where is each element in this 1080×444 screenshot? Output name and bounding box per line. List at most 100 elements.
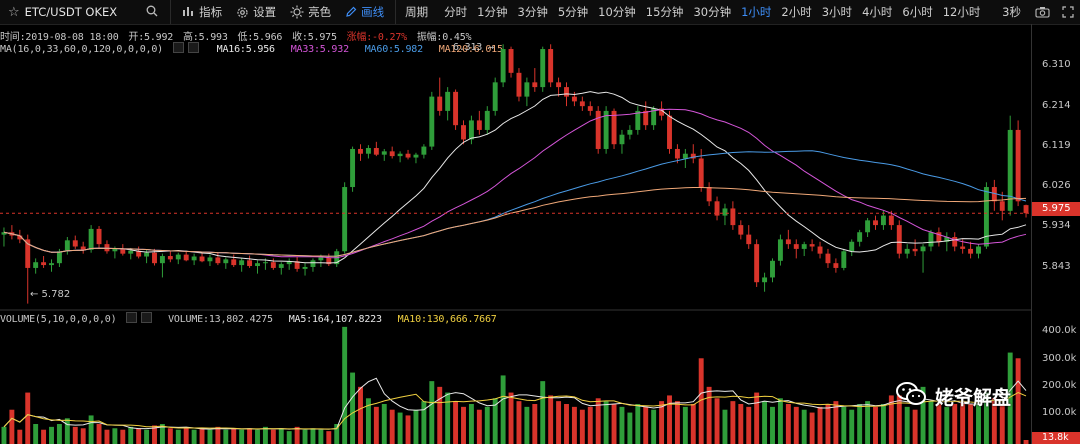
volume-bar (25, 392, 31, 444)
candle-body (72, 240, 78, 247)
period-option[interactable]: 2小时 (781, 5, 812, 19)
close-small-icon[interactable] (187, 42, 199, 53)
star-icon[interactable]: ☆ (8, 4, 20, 20)
candle-body (239, 260, 245, 266)
candle-body (770, 260, 775, 278)
divider (170, 0, 172, 24)
period-option[interactable]: 5分钟 (557, 5, 589, 19)
volume-bar (1007, 352, 1013, 444)
candle-body (999, 201, 1005, 211)
period-option[interactable]: 30分钟 (693, 5, 732, 19)
settings-button[interactable]: 设置 (229, 4, 283, 20)
candle-body (873, 220, 878, 226)
candle-body (556, 82, 562, 88)
volume-ma5-line (3, 377, 1027, 430)
volume-bar (532, 404, 538, 444)
candle-body (603, 110, 609, 149)
candle-body (25, 239, 31, 268)
ohlc-open: 开:5.992 (128, 32, 174, 43)
theme-button[interactable]: 亮色 (283, 4, 338, 20)
volume-bar (270, 429, 276, 444)
price-tick: 5.843 (1042, 261, 1071, 272)
candle-body (888, 215, 894, 226)
volume-bar (579, 409, 585, 444)
period-option[interactable]: 3分钟 (517, 5, 548, 19)
volume-bar (167, 428, 173, 444)
camera-icon[interactable] (1029, 6, 1056, 18)
fullscreen-icon[interactable] (1056, 6, 1080, 18)
ma-legend: MA(16,0,33,60,0,120,0,0,0,0) MA16:5.956 … (0, 42, 507, 55)
theme-label: 亮色 (308, 5, 332, 19)
period-option[interactable]: 1分钟 (477, 5, 508, 19)
period-option[interactable]: 分时 (444, 5, 468, 19)
candle-body (413, 154, 419, 158)
volume-bar (144, 429, 150, 444)
close-small-icon[interactable] (141, 312, 153, 323)
price-axis: 6.310 6.214 6.119 6.026 5.934 5.843 (1032, 24, 1080, 310)
volume-bar (674, 401, 680, 444)
volume-bar (777, 398, 783, 444)
ohlc-time: 时间:2019-08-08 18:00 (0, 32, 119, 43)
volume-bar (445, 392, 451, 444)
ohlc-high: 高:5.993 (182, 32, 228, 43)
period-option-active[interactable]: 1小时 (741, 5, 772, 19)
candle-body (659, 108, 665, 116)
symbol-selector[interactable]: ☆ ETC/USDT OKEX (0, 5, 166, 20)
candle-body (643, 110, 649, 126)
volume-bar (128, 426, 134, 444)
candle-body (381, 151, 387, 155)
candle-body (159, 256, 165, 264)
volume-bar (350, 372, 356, 444)
volume-bar (698, 358, 704, 444)
candle-body (904, 248, 910, 254)
period-option[interactable]: 12小时 (942, 5, 981, 19)
search-icon[interactable] (146, 5, 158, 20)
candlestick-chart[interactable] (0, 24, 1032, 444)
indicator-button[interactable]: 指标 (175, 4, 229, 20)
candle-group (1, 44, 1029, 304)
volume-bar (207, 429, 213, 444)
candle-body (865, 220, 871, 233)
volume-bar (64, 418, 70, 444)
volume-bar (1015, 358, 1021, 444)
candle-body (912, 248, 918, 252)
volume-bar (88, 415, 94, 444)
volume-bar (318, 429, 324, 444)
candle-body (880, 215, 886, 226)
candle-body (247, 260, 253, 267)
candle-body (738, 225, 744, 235)
volume-bar (587, 406, 593, 444)
candle-body (968, 248, 974, 254)
volume-bar (191, 429, 197, 444)
volume-bar (56, 424, 62, 444)
period-option[interactable]: 3小时 (821, 5, 853, 19)
period-option[interactable]: 4小时 (862, 5, 893, 19)
settings-small-icon[interactable] (126, 312, 138, 323)
candle-body (785, 239, 791, 245)
candle-body (437, 96, 443, 111)
period-option[interactable]: 6小时 (902, 5, 933, 19)
volume-bar (991, 398, 997, 444)
volume-bar (793, 406, 799, 444)
ma60-value: MA60:5.982 (364, 44, 423, 55)
candle-body (833, 263, 839, 268)
candle-body (112, 248, 118, 252)
volume-bar (936, 404, 942, 444)
refresh-interval[interactable]: 3秒 (1002, 5, 1021, 19)
wechat-icon (895, 381, 927, 412)
volume-bar (461, 406, 466, 444)
candle-body (152, 252, 157, 264)
volume-bar (801, 409, 807, 444)
ma-params: MA(16,0,33,60,0,120,0,0,0,0) (0, 44, 163, 55)
draw-button[interactable]: 画线 (338, 4, 391, 20)
settings-small-icon[interactable] (172, 42, 184, 53)
candle-body (1007, 129, 1013, 211)
period-option[interactable]: 15分钟 (645, 5, 684, 19)
ma16-value: MA16:5.956 (216, 44, 275, 55)
candle-body (492, 82, 498, 111)
candle-body (373, 148, 379, 155)
period-option[interactable]: 10分钟 (598, 5, 636, 19)
candle-body (223, 259, 229, 264)
volume-bar (286, 431, 292, 444)
volume-bar (976, 404, 981, 444)
